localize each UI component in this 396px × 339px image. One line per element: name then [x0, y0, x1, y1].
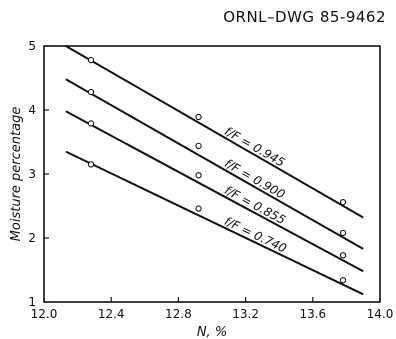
- x-tick-label: 13.6: [299, 307, 326, 321]
- data-point: [339, 229, 347, 237]
- data-point: [195, 172, 202, 179]
- y-tick-label: 5: [28, 39, 36, 53]
- data-point: [195, 142, 202, 149]
- series-line: [65, 45, 364, 219]
- y-axis-title: Moisture percentage: [9, 107, 24, 242]
- data-point: [87, 161, 95, 168]
- x-tick-label: 13.2: [232, 307, 259, 321]
- data-point: [87, 88, 95, 96]
- data-point: [87, 56, 95, 64]
- data-point: [339, 199, 347, 206]
- y-tick-label: 3: [28, 167, 36, 181]
- x-axis-ticks: 12.0 12.4 12.8 13.2 13.6 14.0: [31, 297, 394, 321]
- data-point: [339, 252, 347, 259]
- x-axis-title: N, %: [197, 325, 227, 339]
- x-tick-label: 12.8: [165, 307, 192, 321]
- data-point: [195, 205, 202, 212]
- y-axis-ticks: 1 2 3 4 5: [28, 39, 49, 309]
- data-point: [195, 113, 202, 121]
- y-tick-label: 2: [28, 231, 36, 245]
- series-line: [65, 78, 364, 250]
- y-tick-label: 4: [28, 103, 36, 117]
- y-tick-label: 1: [28, 295, 36, 309]
- x-tick-label: 14.0: [367, 307, 394, 321]
- data-point: [87, 120, 95, 127]
- x-tick-label: 12.0: [31, 307, 58, 321]
- x-tick-label: 12.4: [98, 307, 125, 321]
- series-line: [65, 150, 364, 296]
- series-line: [65, 110, 364, 273]
- data-point: [339, 277, 347, 284]
- drawing-number: ORNL–DWG 85-9462: [223, 8, 386, 26]
- plot-frame: [43, 45, 381, 303]
